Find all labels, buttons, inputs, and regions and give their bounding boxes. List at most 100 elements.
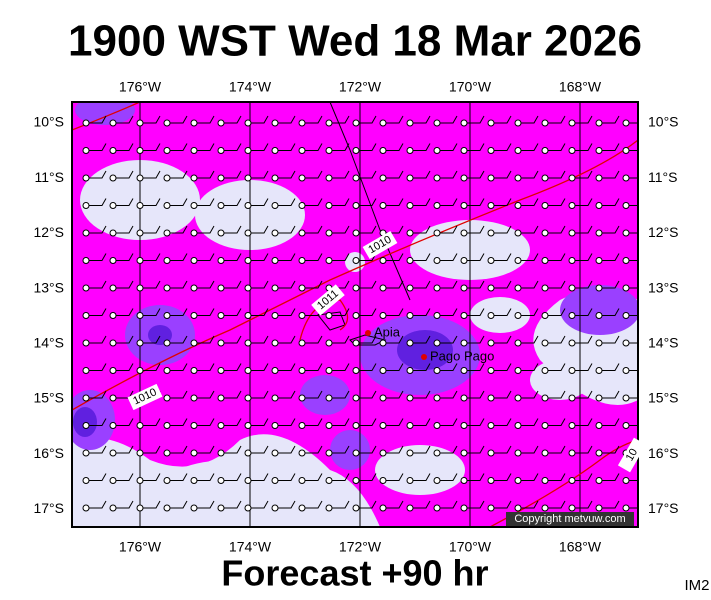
wind-barb: [410, 170, 431, 179]
station-dot: [352, 394, 360, 402]
station-dot: [217, 339, 225, 347]
wind-barb: [248, 253, 269, 261]
wind-barb: [302, 253, 323, 261]
wind-barb: [383, 115, 404, 124]
wind-barb: [140, 198, 161, 206]
wind-barb: [491, 335, 512, 344]
wind-barb: [410, 500, 431, 509]
wind-barb: [410, 335, 431, 344]
wind-barb: [518, 143, 539, 151]
station-dot: [163, 174, 171, 182]
station-dot: [109, 147, 117, 154]
wind-barb: [518, 308, 539, 316]
station-dot: [595, 202, 603, 209]
station-dot: [271, 257, 279, 264]
station-dot: [298, 174, 306, 182]
station-dot: [379, 339, 387, 347]
wind-barb: [248, 143, 269, 151]
station-dot: [82, 147, 90, 154]
station-dot: [406, 202, 414, 209]
station-dot: [514, 257, 522, 264]
station-dot: [109, 174, 117, 182]
station-dot: [271, 394, 279, 402]
station-dot: [595, 367, 603, 374]
wind-barb: [248, 418, 269, 426]
station-dot: [568, 229, 576, 237]
station-dot: [379, 284, 387, 292]
station-dot: [325, 147, 333, 154]
station-dot: [298, 422, 306, 429]
wind-barb: [491, 473, 512, 481]
lon-label: 172°W: [339, 79, 382, 95]
station-dot: [622, 394, 630, 402]
station-dot: [109, 229, 117, 237]
station-dot: [82, 174, 90, 182]
station-dot: [352, 504, 360, 512]
map-area: [72, 102, 638, 527]
wind-barb: [437, 115, 458, 124]
station-dot: [433, 257, 441, 264]
station-dot: [82, 449, 90, 457]
station-dot: [82, 257, 90, 264]
station-dot: [433, 202, 441, 209]
station-dot: [433, 394, 441, 402]
wind-barb: [248, 500, 269, 509]
wind-barb: [167, 225, 188, 234]
station-dot: [163, 312, 171, 319]
station-dot: [136, 422, 144, 429]
wind-barb: [356, 418, 377, 426]
wind-barb: [356, 473, 377, 481]
station-dot: [514, 174, 522, 182]
station-dot: [325, 449, 333, 457]
station-dot: [433, 229, 441, 237]
wind-barb: [248, 280, 269, 289]
station-dot: [244, 257, 252, 264]
station-dot: [244, 119, 252, 127]
wind-barb: [194, 308, 215, 316]
station-dot: [541, 119, 549, 127]
copyright: Copyright metvuw.com: [514, 513, 625, 525]
station-dot: [163, 257, 171, 264]
wind-barb: [437, 390, 458, 399]
wind-barb: [113, 198, 134, 206]
wind-barb: [167, 308, 188, 316]
wind-barb: [113, 308, 134, 316]
station-dot: [109, 339, 117, 347]
wind-barb: [167, 253, 188, 261]
station-dot: [109, 504, 117, 512]
wind-barb: [410, 143, 431, 151]
wind-barb: [383, 198, 404, 206]
station-dot: [190, 202, 198, 209]
contour-label-bg: [362, 230, 398, 260]
wind-barb: [194, 280, 215, 289]
wind-barb: [626, 480, 638, 481]
station-dot: [271, 367, 279, 374]
station-dot: [136, 229, 144, 237]
station-dot: [325, 504, 333, 512]
station-dot: [406, 339, 414, 347]
wind-barb: [167, 198, 188, 206]
wind-barb: [167, 473, 188, 481]
wind-barb: [113, 363, 134, 371]
wind-barb: [194, 143, 215, 151]
lat-label: 11°S: [648, 169, 677, 185]
wind-barb: [302, 198, 323, 206]
station-dot: [406, 312, 414, 319]
map-frame: [71, 101, 639, 528]
wind-barb: [221, 445, 242, 454]
wind-barb: [599, 335, 620, 344]
station-dot: [325, 229, 333, 237]
wind-barb: [545, 363, 566, 371]
station-dot: [460, 284, 468, 292]
station-dot: [244, 202, 252, 209]
wind-barb: [437, 418, 458, 426]
station-dot: [595, 339, 603, 347]
lat-label: 17°S: [33, 500, 64, 516]
wind-barb: [626, 315, 638, 316]
station-dot: [325, 119, 333, 127]
wind-barb: [113, 253, 134, 261]
station-dot: [595, 394, 603, 402]
station-dot: [82, 394, 90, 402]
station-dot: [568, 174, 576, 182]
station-dot: [244, 174, 252, 182]
